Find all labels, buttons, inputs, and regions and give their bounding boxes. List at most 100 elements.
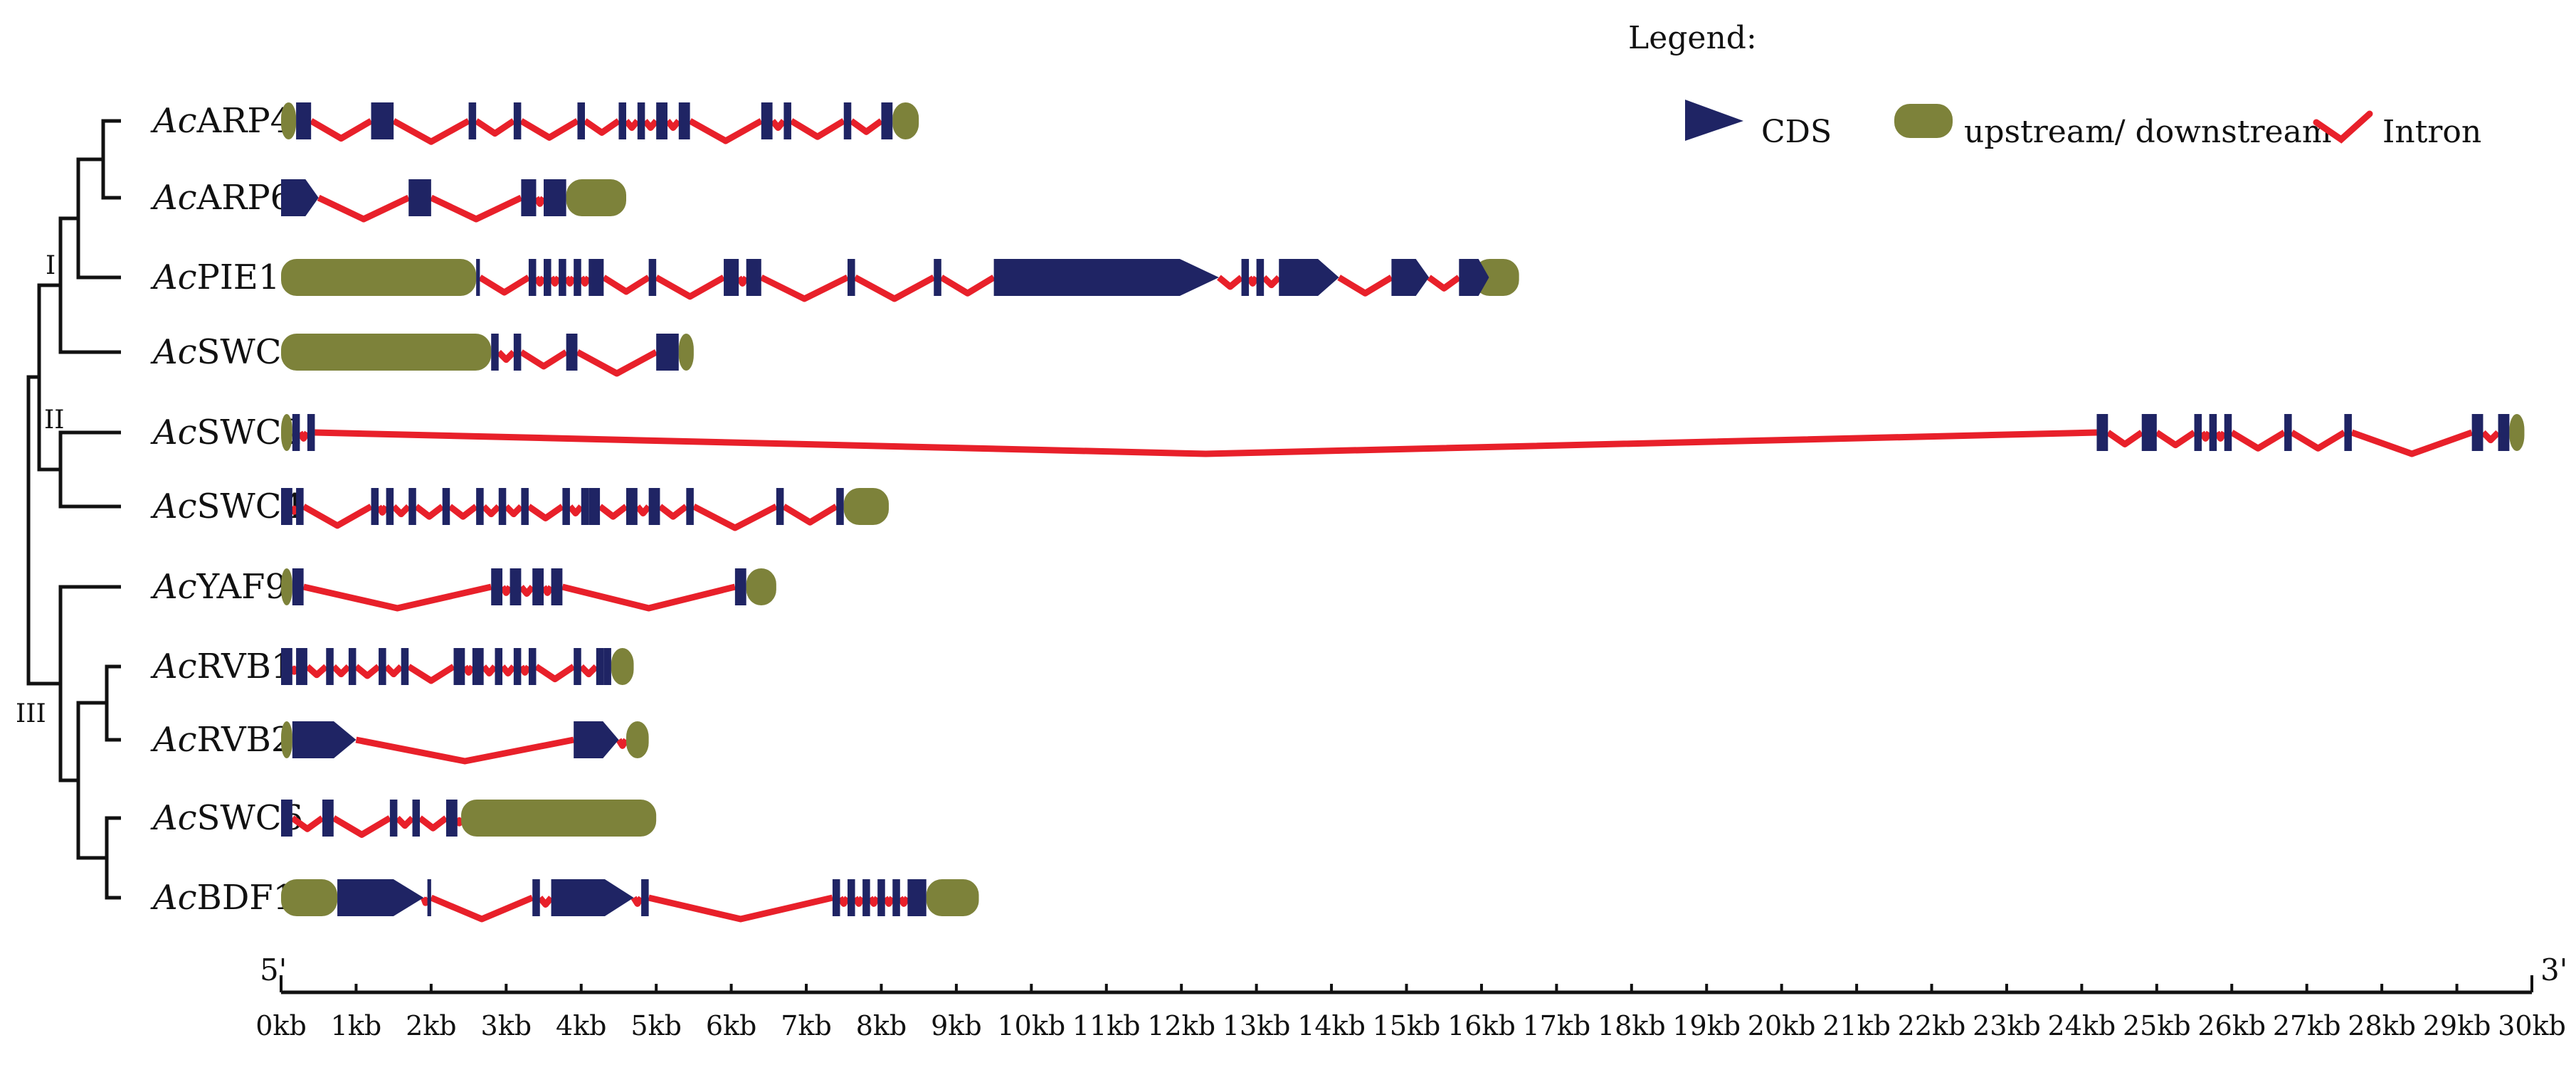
gene-track-swc5: [281, 334, 694, 377]
intron-line: [533, 196, 547, 207]
axis-tick-label: 21kb: [1822, 1010, 1891, 1041]
intron-line: [519, 118, 579, 141]
axis-tick-label: 5kb: [630, 1010, 682, 1041]
intron-line: [462, 664, 475, 676]
axis-tick-label: 12kb: [1147, 1010, 1215, 1041]
intron-line: [395, 815, 415, 829]
intron-line: [391, 504, 411, 518]
cds-block: [603, 648, 611, 685]
intron-line: [837, 896, 850, 907]
intron-line: [474, 118, 516, 137]
gene-label-bdf1: AcBDF1: [150, 878, 295, 918]
intron-line: [1261, 275, 1282, 289]
cds-block: [588, 488, 601, 525]
intron-line: [384, 664, 403, 678]
intron-line: [2106, 430, 2144, 447]
five-prime-label: 5': [260, 952, 287, 987]
cds-block: [551, 568, 563, 605]
gene-label-name: PIE1: [197, 258, 280, 297]
axis-tick-label: 27kb: [2273, 1010, 2341, 1041]
axis-tick-label: 9kb: [931, 1010, 982, 1041]
intron-line: [567, 504, 584, 516]
clade-label-ii: II: [44, 405, 64, 435]
cds-block: [296, 102, 312, 139]
gene-label-rvb2: AcRVB2: [150, 720, 292, 760]
gene-label-prefix: Ac: [150, 487, 197, 526]
cds-block: [588, 259, 604, 296]
utr-box: [625, 721, 649, 758]
cds-block: [408, 488, 416, 525]
intron-line: [849, 118, 884, 135]
cds-block: [1241, 259, 1250, 296]
cds-block: [468, 102, 477, 139]
intron-line: [882, 896, 896, 907]
gene-label-prefix: Ac: [150, 798, 197, 838]
utr-box: [281, 102, 297, 139]
intron-line: [736, 275, 749, 287]
intron-line: [578, 275, 592, 287]
utr-box: [281, 721, 292, 758]
axis-tick-label: 20kb: [1748, 1010, 1816, 1041]
cds-block: [648, 259, 657, 296]
intron-line: [867, 896, 880, 907]
intron-line: [939, 275, 996, 297]
gene-tracks: [281, 102, 2525, 923]
cds-block: [371, 488, 379, 525]
intron-line: [302, 504, 373, 529]
axis-tick-label: 22kb: [1898, 1010, 1966, 1041]
cds-block: [442, 488, 450, 525]
utr-box: [746, 568, 776, 605]
cds-block: [281, 800, 292, 837]
cds-block: [337, 879, 424, 916]
cds-block: [551, 879, 634, 916]
intron-line: [478, 275, 531, 296]
three-prime-label: 3': [2540, 952, 2567, 987]
gene-label-name: YAF9: [196, 567, 287, 607]
cds-block: [596, 648, 604, 685]
utr-box: [281, 414, 292, 451]
intron-line: [418, 815, 448, 832]
intron-line: [665, 119, 682, 131]
cds-block: [2194, 414, 2202, 451]
intron-line: [630, 896, 644, 907]
utr-box: [281, 568, 292, 605]
gene-label-yaf9: AcYAF9: [150, 567, 287, 607]
cds-block: [521, 179, 537, 216]
kb-axis: 0kb 1kb 2kb 3kb 4kb 5kb 6kb 7kb 8kb 9kb 10kb 11kb 12…: [255, 975, 2566, 1041]
gene-track-rvb1: [281, 648, 634, 685]
intron-line: [654, 275, 726, 300]
intron-line: [1337, 275, 1393, 297]
cds-block: [307, 414, 315, 451]
cds-block: [574, 648, 581, 685]
cds-block: [993, 259, 1219, 296]
intron-line: [642, 119, 659, 131]
intron-line: [315, 429, 2097, 457]
intron-line: [598, 504, 628, 520]
intron-line: [297, 430, 310, 442]
intron-line: [601, 275, 651, 295]
utr-box: [461, 800, 657, 837]
cds-block: [495, 648, 503, 685]
intron-line: [579, 664, 599, 678]
cds-block: [881, 102, 893, 139]
intron-line: [289, 665, 300, 675]
cds-block: [574, 259, 581, 296]
axis-tick-label: 0kb: [255, 1010, 307, 1041]
gene-label-prefix: Ac: [150, 567, 197, 607]
intron-line: [648, 894, 833, 923]
cds-block: [862, 879, 870, 916]
intron-line: [376, 504, 389, 516]
intron-line: [518, 585, 535, 597]
gene-track-bdf1: [281, 879, 979, 923]
cds-block: [427, 879, 431, 916]
intron-line: [852, 896, 865, 907]
legend-intron-label: Intron: [2382, 114, 2481, 150]
gene-label-name: RVB1: [197, 647, 293, 686]
cds-block: [566, 334, 578, 371]
intron-line: [533, 275, 547, 287]
gene-labels: AcARP4AcARP6AcPIE1AcSWC5AcSWC2AcSWC4AcYA…: [150, 101, 303, 918]
gene-label-swc5: AcSWC5: [150, 332, 303, 372]
intron-line: [2155, 430, 2197, 449]
cds-block: [783, 102, 791, 139]
utr-box: [2509, 414, 2525, 451]
